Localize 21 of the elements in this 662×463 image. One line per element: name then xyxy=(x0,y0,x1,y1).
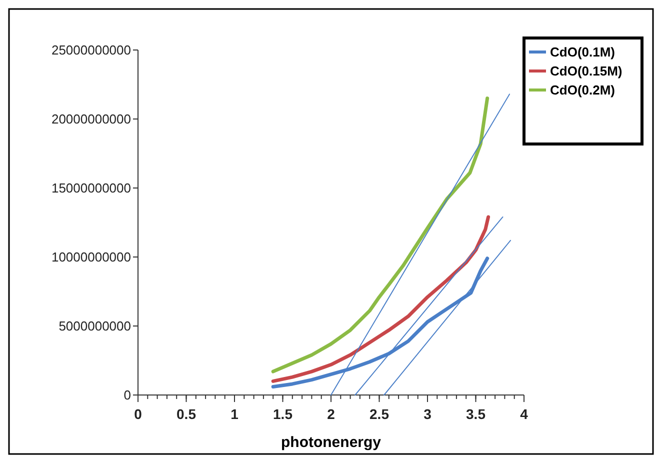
x-axis-title: photonenergy xyxy=(281,434,382,451)
legend-label: CdO(0.2M) xyxy=(550,82,615,98)
line-series xyxy=(271,96,490,374)
y-tick-label: 0 xyxy=(124,388,131,403)
x-tick-label: 0 xyxy=(134,406,142,422)
x-tick-label: 3 xyxy=(424,406,432,422)
x-tick-label: 4 xyxy=(520,406,528,422)
legend-label: CdO(0.15M) xyxy=(550,64,622,79)
x-tick-label: 2.5 xyxy=(370,406,390,422)
y-tick-label: 15000000000 xyxy=(51,180,131,196)
line-series xyxy=(271,215,490,383)
x-tick-label: 2 xyxy=(327,406,336,422)
y-tick-label: 25000000000 xyxy=(51,42,131,58)
x-tick-label: 0.5 xyxy=(176,406,196,422)
y-tick-label: 10000000000 xyxy=(51,250,131,265)
y-tick-label: 5000000000 xyxy=(58,318,131,334)
legend-label: CdO(0.1M) xyxy=(550,44,615,60)
x-tick-label: 1 xyxy=(230,406,239,422)
y-tick-label: 20000000000 xyxy=(51,112,131,127)
x-tick-label: 3.5 xyxy=(466,406,486,422)
x-tick-label: 1.5 xyxy=(273,406,293,422)
